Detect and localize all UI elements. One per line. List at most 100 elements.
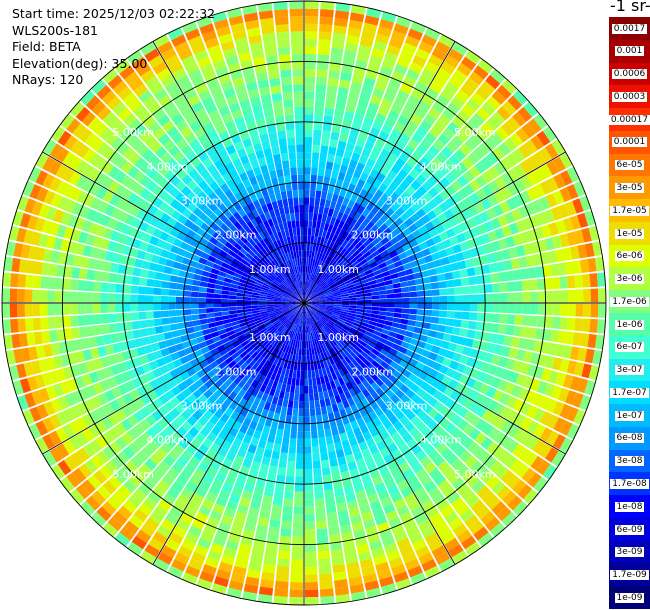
- ray-gate: [191, 75, 205, 88]
- ray-gate: [250, 379, 259, 388]
- ray-gate: [196, 16, 213, 28]
- ray-gate: [573, 409, 586, 425]
- ray-gate: [429, 323, 439, 331]
- ray-gate: [400, 318, 409, 325]
- ray-gate: [426, 210, 437, 221]
- ray-gate: [469, 179, 481, 192]
- ray-gate: [45, 385, 57, 400]
- ray-gate: [438, 347, 448, 357]
- ray-gate: [557, 262, 567, 276]
- ray-gate: [200, 222, 210, 232]
- ray-gate: [128, 77, 144, 92]
- ray-gate: [337, 331, 345, 339]
- ray-gate: [367, 341, 376, 348]
- ray-gate: [3, 256, 13, 272]
- colorbar-cell: 3e-06: [609, 267, 650, 291]
- ray-gate: [193, 126, 206, 138]
- ray-gate: [255, 381, 263, 391]
- ray-gate: [461, 311, 470, 320]
- ray-gate: [181, 487, 194, 499]
- ray-gate: [334, 218, 341, 227]
- ray-gate: [420, 426, 432, 438]
- ray-gate: [221, 155, 232, 166]
- ray-gate: [255, 334, 263, 341]
- ray-gate: [196, 242, 206, 252]
- ray-gate: [182, 208, 193, 219]
- ray-gate: [369, 337, 378, 345]
- ray-gate: [503, 259, 513, 271]
- ray-gate: [123, 284, 132, 294]
- ray-gate: [212, 263, 222, 271]
- ray-gate: [448, 378, 459, 390]
- ray-gate: [211, 583, 227, 595]
- ray-gate: [328, 146, 337, 156]
- ray-gate: [304, 182, 310, 190]
- ray-gate: [347, 96, 359, 106]
- ray-gate: [348, 329, 357, 336]
- ray-gate: [304, 363, 308, 371]
- ray-gate: [304, 250, 307, 258]
- ray-gate: [353, 336, 361, 343]
- ray-gate: [171, 431, 183, 443]
- ray-gate: [367, 102, 380, 113]
- ray-gate: [205, 298, 214, 303]
- ray-gate: [337, 140, 347, 150]
- ray-gate: [261, 408, 269, 418]
- colorbar-label: 3e-07: [614, 365, 645, 376]
- ray-gate: [153, 350, 163, 360]
- ray-gate: [193, 233, 203, 243]
- ray-gate: [76, 190, 89, 204]
- ray-gate: [519, 190, 532, 204]
- ray-gate: [290, 306, 298, 310]
- ray-gate: [269, 77, 281, 87]
- ray-gate: [264, 246, 271, 254]
- ray-gate: [422, 276, 431, 284]
- ray-gate: [383, 324, 392, 331]
- ray-gate: [54, 290, 63, 303]
- ray-gate: [459, 241, 469, 252]
- ray-gate: [311, 331, 316, 340]
- ray-gate: [483, 242, 494, 254]
- ray-gate: [407, 319, 416, 327]
- ray-gate: [119, 65, 135, 80]
- ray-gate: [222, 281, 231, 288]
- ray-gate: [432, 139, 445, 152]
- ray-gate: [309, 307, 317, 313]
- ray-gate: [442, 485, 456, 498]
- ray-gate: [270, 511, 282, 521]
- ray-gate: [236, 309, 245, 314]
- ray-gate: [274, 373, 281, 382]
- ray-gate: [421, 248, 431, 257]
- ray-gate: [193, 325, 202, 332]
- colorbar-cell: 3e-05: [609, 176, 650, 200]
- ray-gate: [203, 409, 214, 420]
- ray-gate: [384, 478, 396, 489]
- ray-gate: [168, 449, 180, 461]
- ray-gate: [485, 74, 501, 90]
- ray-gate: [225, 55, 239, 66]
- ray-gate: [42, 156, 56, 172]
- ray-gate: [203, 524, 217, 536]
- ray-gate: [338, 368, 346, 377]
- ray-gate: [317, 353, 323, 362]
- ray-gate: [221, 262, 230, 269]
- ray-gate: [192, 388, 203, 399]
- ray-gate: [189, 239, 200, 248]
- ray-gate: [238, 543, 252, 554]
- ray-gate: [331, 170, 339, 179]
- ray-gate: [309, 292, 316, 299]
- ray-gate: [147, 121, 161, 135]
- ray-gate: [310, 307, 317, 312]
- ray-gate: [409, 291, 418, 298]
- ray-gate: [388, 181, 399, 192]
- ray-gate: [408, 358, 419, 367]
- ray-gate: [369, 372, 379, 382]
- ray-gate: [566, 275, 576, 289]
- ray-gate: [270, 458, 279, 467]
- ray-gate: [347, 461, 358, 471]
- ray-gate: [175, 414, 187, 426]
- ray-gate: [309, 307, 316, 314]
- ray-gate: [399, 511, 413, 524]
- ray-gate: [347, 27, 362, 37]
- ray-gate: [331, 242, 338, 251]
